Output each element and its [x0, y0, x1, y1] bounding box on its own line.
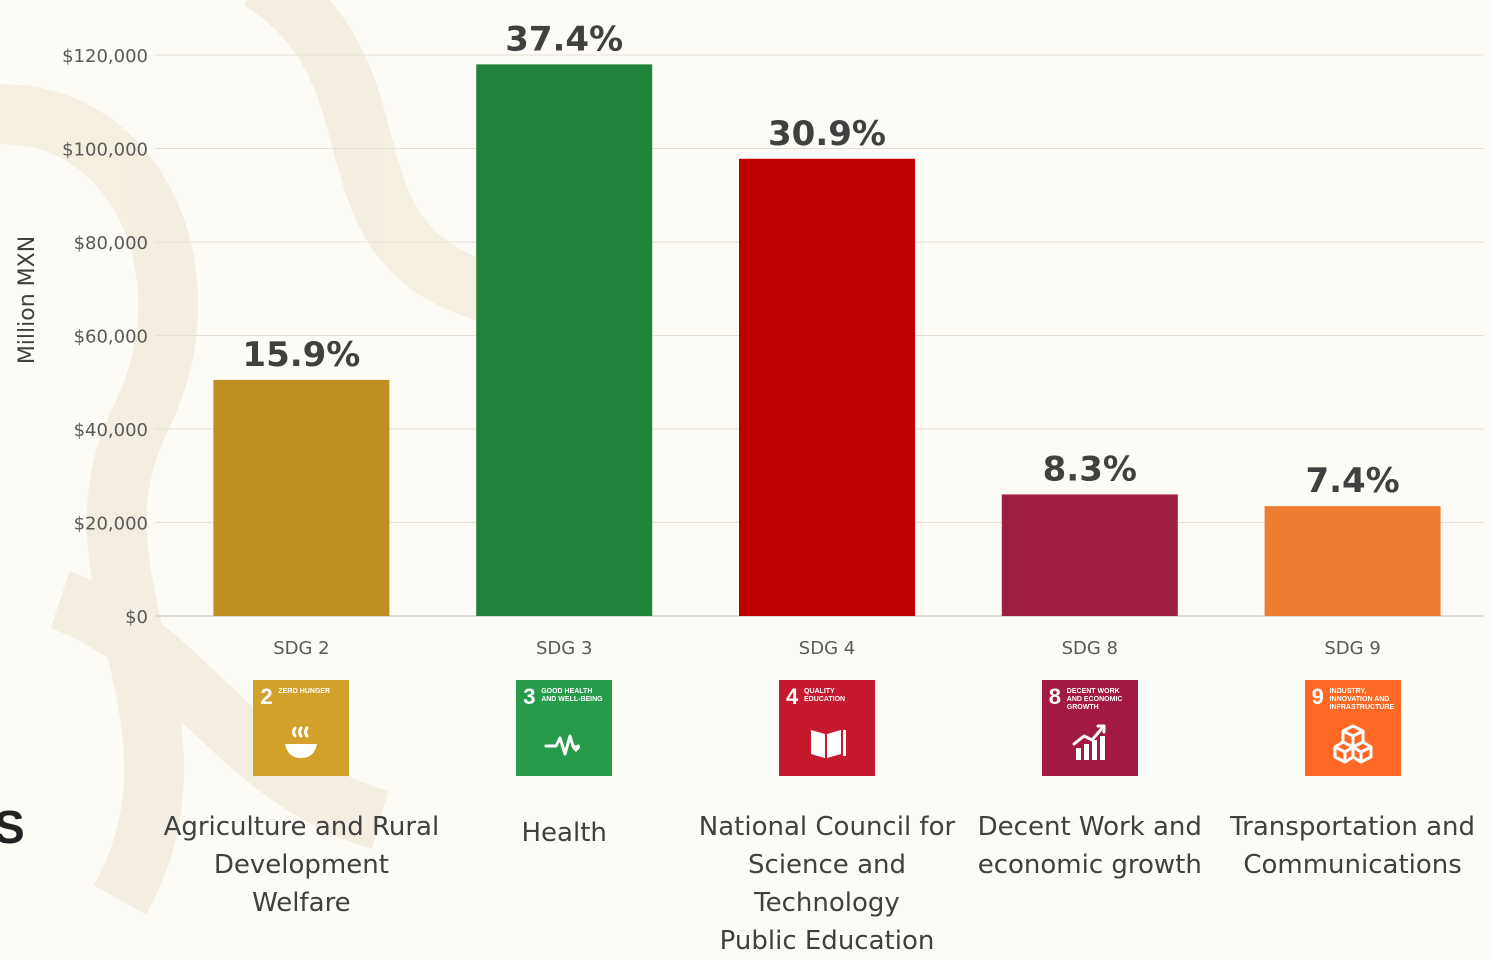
sdg-8-tile: 8 Decent Work and Economic Growth: [1041, 680, 1138, 776]
sdg-title: Good Health and Well-Being: [541, 688, 603, 703]
bar-sdg-2: [213, 379, 390, 616]
agency-label: National Council for Science and Technol…: [698, 812, 956, 956]
x-tick-label: SDG 9: [1324, 638, 1380, 659]
data-label: 30.9%: [768, 114, 886, 154]
bar-sdg-4: [739, 158, 915, 616]
sdg-3-tile: 3 Good Health and Well-Being: [516, 680, 613, 776]
sdg-title: Industry, Innovation and Infrastructure: [1329, 688, 1395, 711]
y-tick-label: $60,000: [74, 327, 148, 348]
y-tick-label: $0: [125, 607, 148, 628]
agency-label: Decent Work and economic growth: [977, 812, 1202, 880]
sdg-4-tile: 4 Quality Education: [779, 680, 875, 776]
sdg-2-tile: 2 Zero Hunger: [253, 680, 350, 776]
sdg-number: 9: [1311, 684, 1324, 709]
x-tick-label: SDG 2: [273, 638, 329, 659]
data-labels: 15.9% 37.4% 30.9% 8.3% 7.4%: [242, 19, 1399, 501]
sdg-title: Zero Hunger: [278, 688, 331, 695]
book-icon: [811, 730, 846, 758]
sdg-number: 4: [786, 684, 799, 709]
sdg-title: Decent Work and Economic Growth: [1066, 688, 1123, 711]
bar-sdg-3: [476, 64, 653, 617]
cropped-edge-text: S: [0, 801, 25, 853]
agency-label: Transportation and Communications: [1230, 812, 1476, 880]
y-tick-label: $120,000: [62, 46, 148, 67]
sdg-number: 3: [523, 684, 536, 709]
y-tick-label: $20,000: [74, 514, 148, 535]
cubes-icon: [1333, 724, 1373, 764]
data-label: 7.4%: [1305, 461, 1399, 501]
y-axis-ticks: $0 $20,000 $40,000 $60,000 $80,000 $100,000 $1…: [62, 46, 148, 628]
y-tick-label: $80,000: [74, 233, 148, 254]
agency-label: Agriculture and Rural Development Welfar…: [163, 812, 440, 918]
bar-sdg-9: [1264, 506, 1441, 616]
agency-label: Health: [521, 818, 607, 848]
y-tick-label: $40,000: [74, 420, 148, 441]
bowl-icon: [285, 726, 318, 758]
sdg-9-tile: 9 Industry, Innovation and Infrastructure: [1304, 680, 1401, 776]
y-tick-label: $100,000: [62, 140, 148, 161]
data-label: 8.3%: [1043, 449, 1137, 489]
x-tick-label: SDG 8: [1062, 638, 1118, 659]
sdg-number: 8: [1048, 684, 1062, 709]
heartbeat-icon: [544, 734, 581, 756]
data-label: 37.4%: [505, 19, 623, 59]
sdg-number: 2: [260, 684, 273, 709]
x-tick-label: SDG 4: [799, 638, 855, 659]
x-tick-label: SDG 3: [536, 638, 592, 659]
sdg-title: Quality Education: [804, 688, 846, 703]
bars: [213, 64, 1441, 617]
bar-sdg-8: [1001, 494, 1178, 616]
y-axis-label: Million MXN: [15, 236, 40, 364]
data-label: 15.9%: [242, 335, 360, 375]
x-axis-ticks: SDG 2 SDG 3 SDG 4 SDG 8 SDG 9: [273, 638, 1381, 659]
growth-chart-icon: [1072, 724, 1106, 760]
